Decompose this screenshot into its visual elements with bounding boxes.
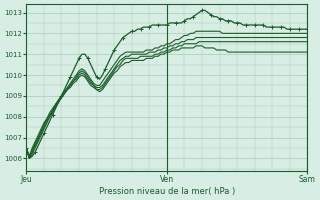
X-axis label: Pression niveau de la mer( hPa ): Pression niveau de la mer( hPa ) <box>99 187 235 196</box>
